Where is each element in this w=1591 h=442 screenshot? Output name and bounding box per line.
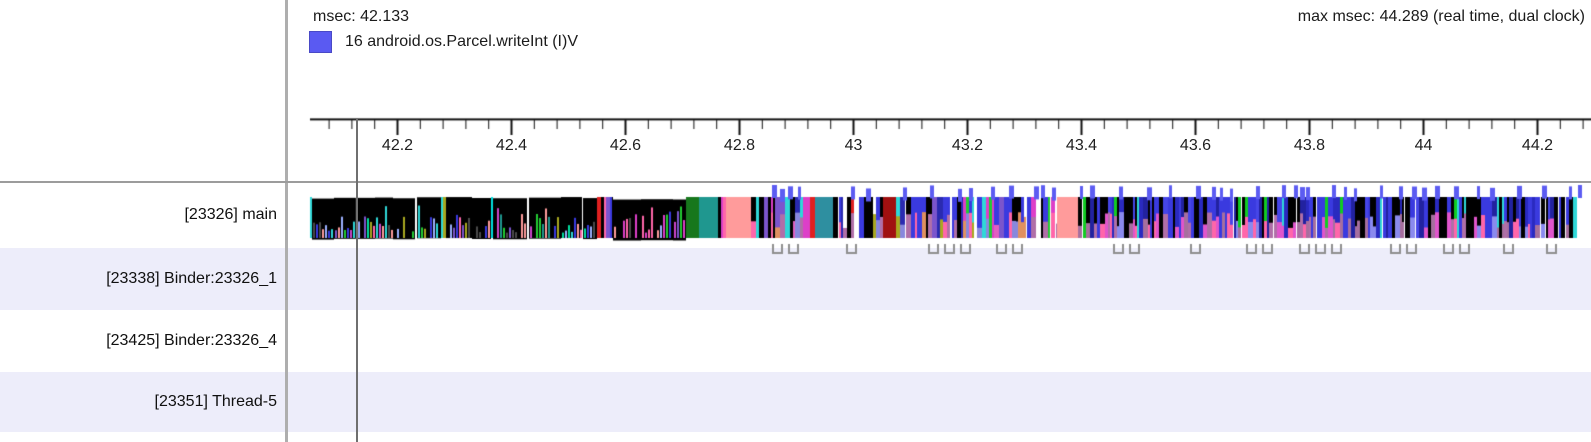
max-msec-readout: max msec: 44.289 (real time, dual clock) — [1297, 8, 1585, 25]
ruler-tick-label: 42.6 — [609, 137, 642, 154]
cursor-msec-readout: msec: 42.133 — [313, 8, 410, 25]
ruler-tick-label: 42.4 — [495, 137, 528, 154]
thread-label-binder-23326-4: [23425] Binder:23326_4 — [106, 332, 277, 349]
method-color-swatch-icon — [309, 31, 332, 53]
ruler-tick-label: 44 — [1414, 137, 1433, 154]
ruler-tick-label: 43.2 — [951, 137, 984, 154]
ruler-tick-label: 43.4 — [1065, 137, 1098, 154]
time-cursor-line[interactable] — [356, 119, 358, 442]
panel-divider — [285, 0, 288, 442]
ruler-tick-label: 43 — [844, 137, 863, 154]
ruler-tick-label: 43.8 — [1293, 137, 1326, 154]
selected-method-name: 16 android.os.Parcel.writeInt (I)V — [345, 33, 578, 50]
ruler-tick-label: 42.2 — [381, 137, 414, 154]
ruler-tick-label: 43.6 — [1179, 137, 1212, 154]
thread-label-thread-5: [23351] Thread-5 — [154, 393, 277, 410]
ruler-tick-label: 42.8 — [723, 137, 756, 154]
thread-label-main: [23326] main — [184, 206, 277, 223]
rows-top-border — [0, 181, 1591, 183]
thread-label-binder-23326-1: [23338] Binder:23326_1 — [106, 270, 277, 287]
selected-method-legend: 16 android.os.Parcel.writeInt (I)V — [309, 31, 578, 53]
ruler-tick-label: 44.2 — [1521, 137, 1554, 154]
